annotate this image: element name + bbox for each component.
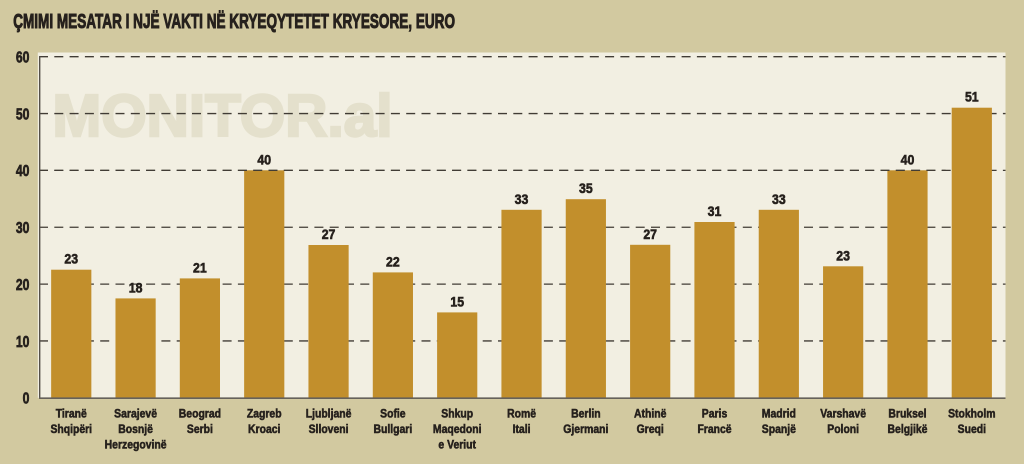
svg-text:27: 27 xyxy=(322,226,336,242)
svg-text:Bullgari: Bullgari xyxy=(374,423,413,436)
svg-text:ÇMIMI MESATAR I NJË VAKTI NË K: ÇMIMI MESATAR I NJË VAKTI NË KRYEQYTETET… xyxy=(13,10,455,32)
svg-text:Greqi: Greqi xyxy=(637,423,664,436)
svg-text:Belgjikë: Belgjikë xyxy=(888,423,928,436)
svg-text:Tiranë: Tiranë xyxy=(56,408,87,421)
svg-text:Berlin: Berlin xyxy=(571,408,600,421)
svg-text:33: 33 xyxy=(772,191,786,207)
svg-text:Serbi: Serbi xyxy=(187,423,213,436)
svg-text:Herzegovinë: Herzegovinë xyxy=(105,439,167,452)
svg-text:Sofie: Sofie xyxy=(380,408,405,421)
svg-text:40: 40 xyxy=(901,152,915,168)
svg-text:Varshavë: Varshavë xyxy=(820,408,866,421)
svg-text:Itali: Itali xyxy=(513,423,531,436)
svg-text:20: 20 xyxy=(16,276,30,294)
svg-text:Poloni: Poloni xyxy=(827,423,859,436)
svg-text:18: 18 xyxy=(129,280,143,296)
svg-text:27: 27 xyxy=(643,226,657,242)
svg-text:15: 15 xyxy=(450,294,464,310)
svg-text:51: 51 xyxy=(965,89,979,105)
svg-text:Spanjë: Spanjë xyxy=(762,423,796,436)
svg-text:Sarajevë: Sarajevë xyxy=(114,408,157,421)
svg-text:50: 50 xyxy=(16,106,30,124)
svg-text:21: 21 xyxy=(193,260,207,276)
svg-text:Athinë: Athinë xyxy=(634,408,666,421)
svg-text:Maqedoni: Maqedoni xyxy=(433,423,482,436)
svg-text:30: 30 xyxy=(16,220,30,238)
svg-text:Shqipëri: Shqipëri xyxy=(50,423,92,436)
svg-text:31: 31 xyxy=(708,203,722,219)
svg-text:Ljubljanë: Ljubljanë xyxy=(306,408,352,421)
svg-text:Stokholm: Stokholm xyxy=(948,408,995,421)
svg-text:Bruksel: Bruksel xyxy=(888,408,926,421)
svg-text:MONITOR.al: MONITOR.al xyxy=(53,83,393,149)
svg-text:Gjermani: Gjermani xyxy=(563,423,608,436)
svg-text:Shkup: Shkup xyxy=(441,408,473,421)
svg-text:33: 33 xyxy=(515,191,529,207)
svg-text:e Veriut: e Veriut xyxy=(438,439,476,452)
svg-text:Paris: Paris xyxy=(702,408,727,421)
svg-text:23: 23 xyxy=(64,251,78,267)
svg-text:40: 40 xyxy=(257,152,271,168)
svg-text:Kroaci: Kroaci xyxy=(248,423,280,436)
svg-text:Beograd: Beograd xyxy=(179,408,221,421)
svg-text:Madrid: Madrid xyxy=(762,408,796,421)
svg-text:Suedi: Suedi xyxy=(958,423,986,436)
svg-text:0: 0 xyxy=(23,390,30,408)
svg-text:Bosnjë: Bosnjë xyxy=(118,423,153,436)
svg-text:60: 60 xyxy=(16,49,30,67)
svg-text:23: 23 xyxy=(836,248,850,264)
svg-text:Romë: Romë xyxy=(507,408,536,421)
svg-text:10: 10 xyxy=(16,333,30,351)
svg-text:40: 40 xyxy=(16,163,30,181)
svg-text:Zagreb: Zagreb xyxy=(247,408,282,421)
svg-text:35: 35 xyxy=(579,180,593,196)
svg-text:22: 22 xyxy=(386,254,400,270)
svg-text:Slloveni: Slloveni xyxy=(309,423,349,436)
svg-text:Francë: Francë xyxy=(697,423,731,436)
